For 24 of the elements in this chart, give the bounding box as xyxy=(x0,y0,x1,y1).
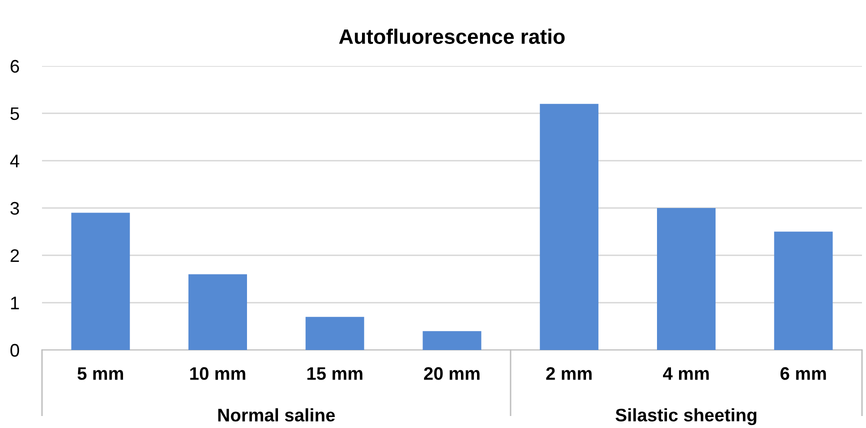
y-tick-label: 6 xyxy=(10,60,19,73)
x-tick-label: 10 mm xyxy=(190,367,246,380)
bar xyxy=(774,232,833,350)
x-tick-label: 2 mm xyxy=(546,367,592,380)
bar xyxy=(188,274,247,350)
y-tick-label: 3 xyxy=(10,202,19,215)
y-tick-label: 5 xyxy=(10,107,20,120)
bar xyxy=(71,212,130,350)
x-tick-label: 4 mm xyxy=(662,367,709,380)
bar xyxy=(540,104,598,350)
text: Normal saline xyxy=(218,408,335,422)
y-tick-label: 4 xyxy=(10,154,20,168)
text: Silastic sheeting xyxy=(616,408,756,426)
y-tick-label: 2 xyxy=(10,249,19,262)
y-tick-label: 0 xyxy=(10,344,20,357)
chart-title: Autofluorescence ratio xyxy=(339,28,565,44)
x-tick-label: 20 mm xyxy=(424,367,480,380)
y-tick-label: 1 xyxy=(11,296,19,310)
bar xyxy=(306,316,364,350)
bar xyxy=(422,331,482,350)
bar xyxy=(657,208,716,350)
x-tick-label: 15 mm xyxy=(307,367,362,380)
x-tick-label: 5 mm xyxy=(78,367,124,380)
x-tick-label: 6 mm xyxy=(780,367,826,380)
